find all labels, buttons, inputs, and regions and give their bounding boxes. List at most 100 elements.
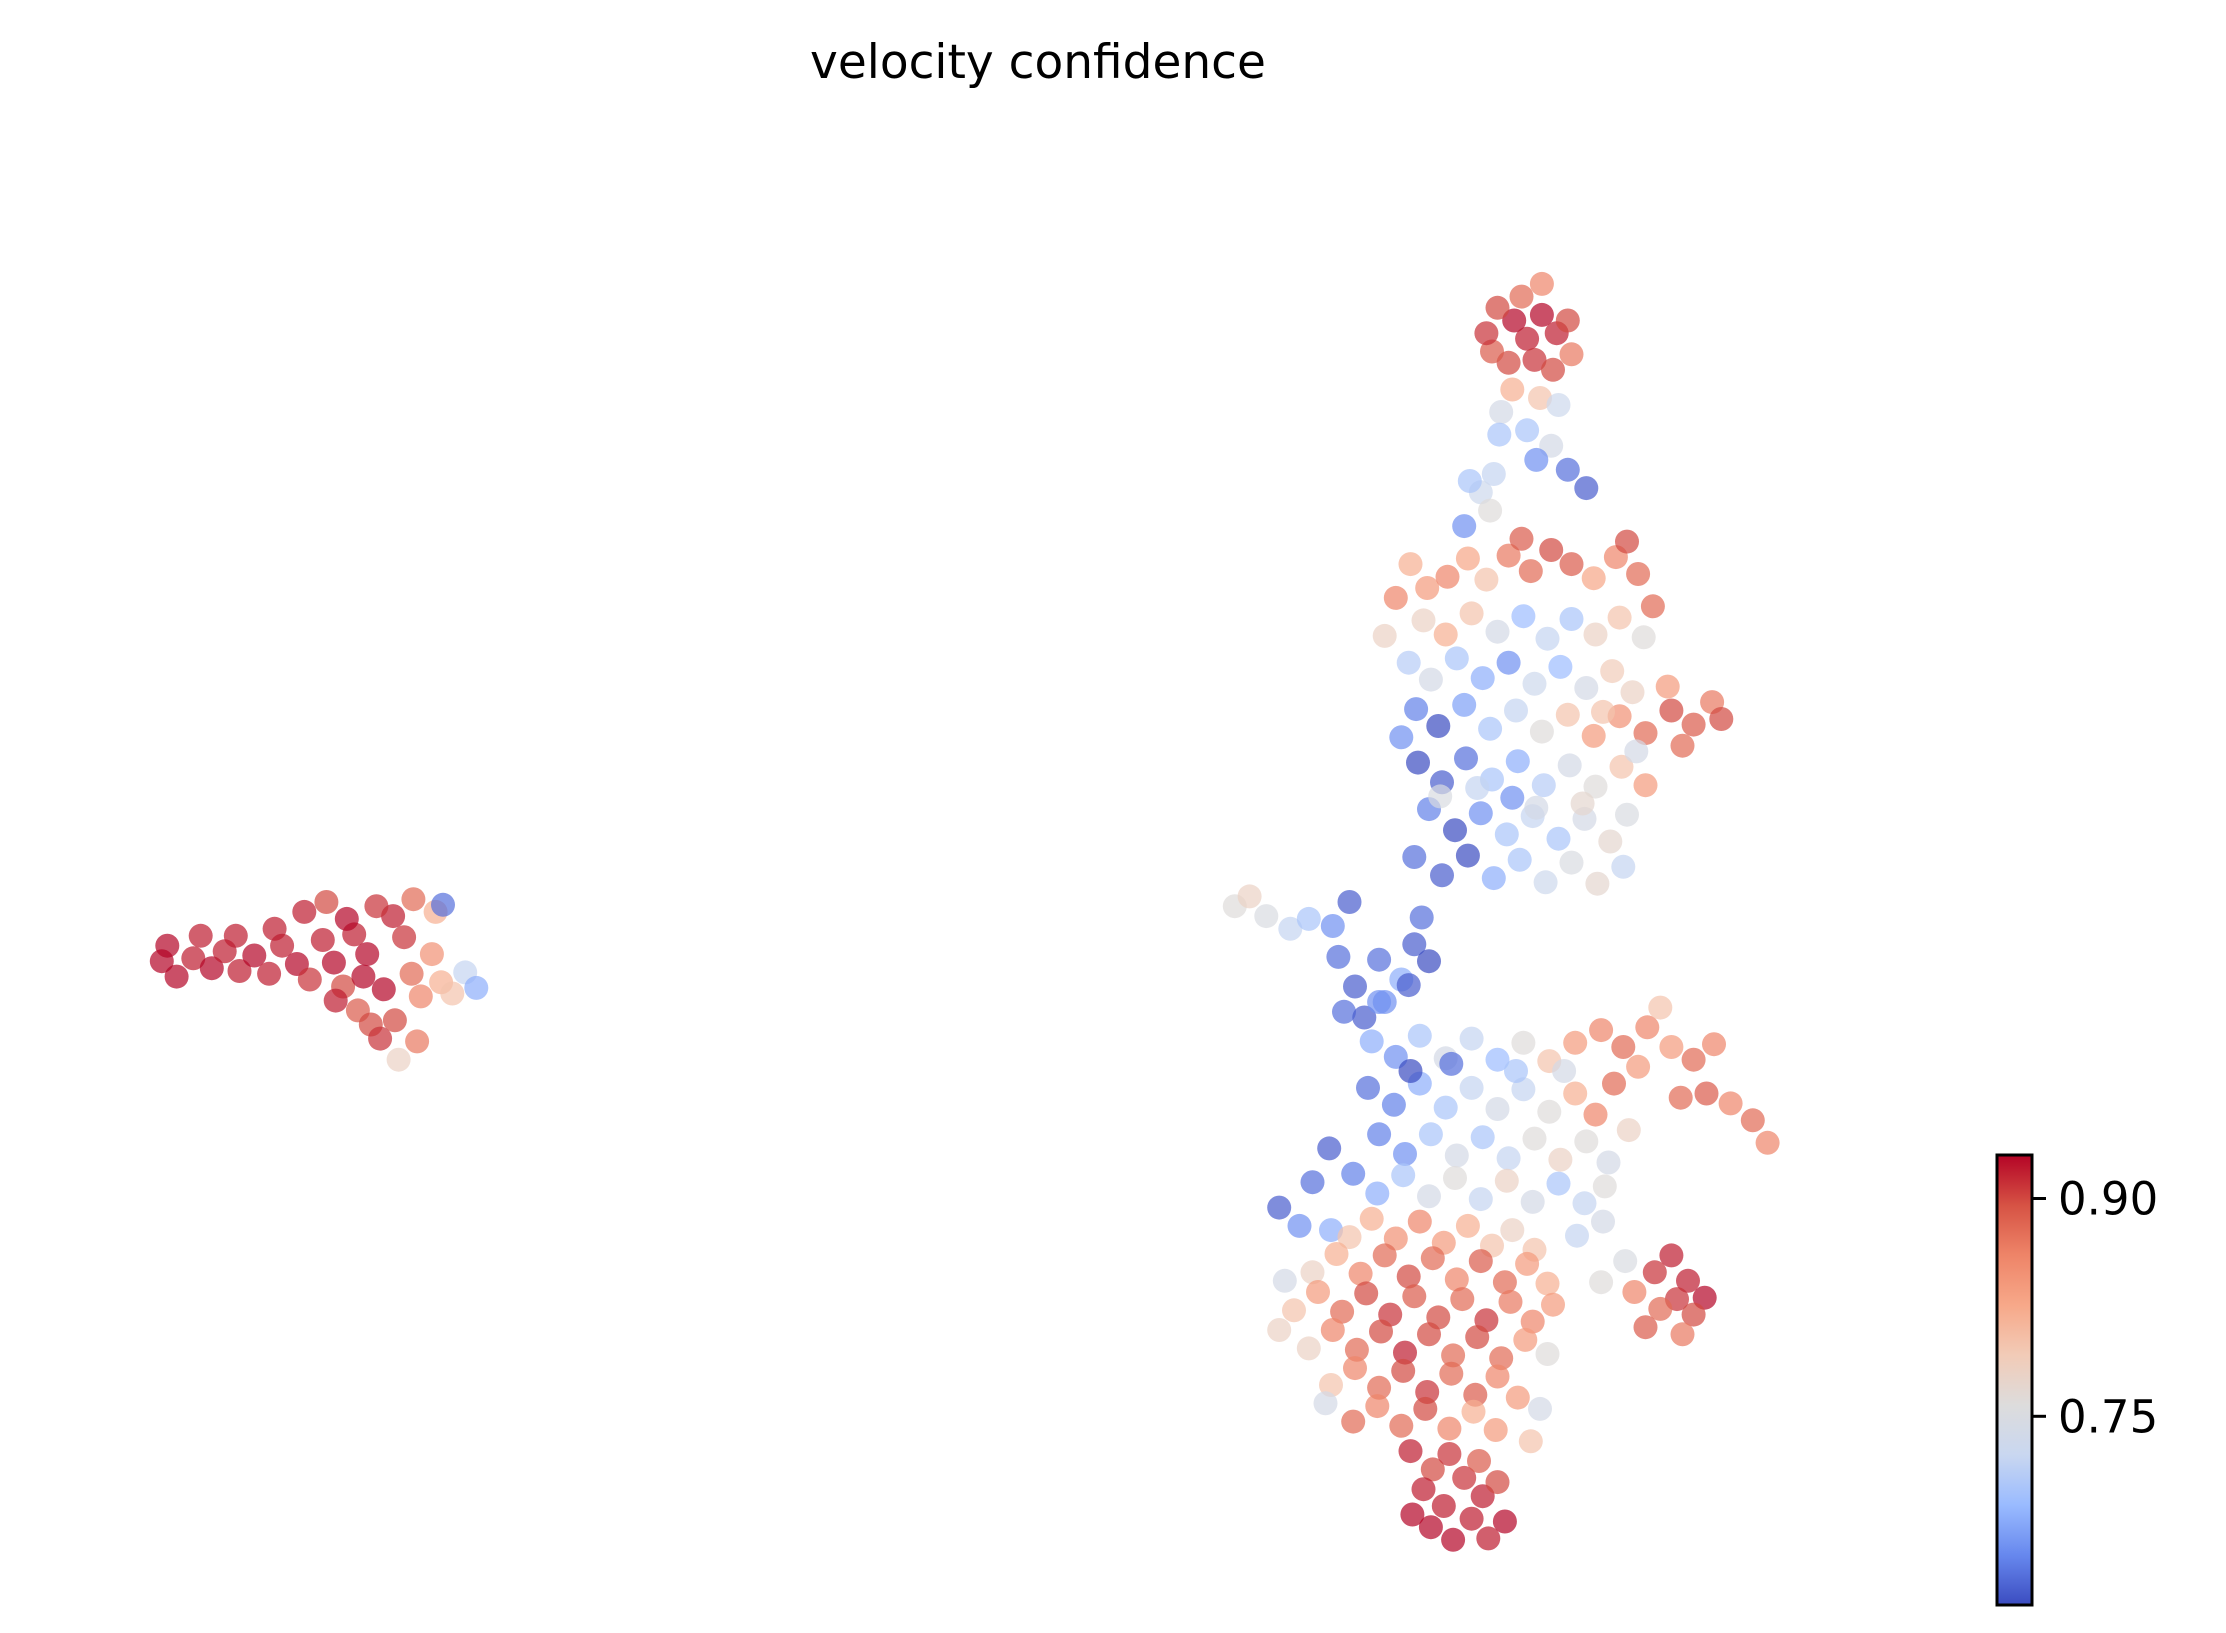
colorbar: 0.90 0.75 <box>1995 1153 2158 1607</box>
scatter-point <box>1583 774 1608 799</box>
scatter-point <box>1559 607 1584 631</box>
scatter-point <box>1296 1336 1321 1361</box>
scatter-point <box>155 933 180 958</box>
scatter-point <box>1709 707 1734 731</box>
scatter-point <box>1400 1502 1425 1527</box>
scatter-point <box>1500 377 1525 402</box>
scatter-point <box>1515 418 1540 443</box>
scatter-point <box>1300 1260 1325 1285</box>
scatter-point <box>1444 646 1469 671</box>
scatter-point <box>1546 826 1571 851</box>
scatter-point <box>1591 699 1615 724</box>
scatter-point <box>1431 1494 1456 1518</box>
scatter-point <box>1559 850 1584 875</box>
scatter-point <box>1529 271 1554 296</box>
upper-mid-cluster <box>1372 526 1734 896</box>
scatter-point <box>1640 594 1665 619</box>
scatter-point <box>1498 1289 1523 1314</box>
scatter-point <box>1500 1218 1525 1243</box>
scatter-point <box>1522 671 1547 696</box>
scatter-point <box>1489 1346 1514 1371</box>
scatter-point <box>1383 585 1408 610</box>
scatter-point <box>1589 1270 1614 1295</box>
scatter-point <box>1396 1264 1421 1289</box>
scatter-point <box>1396 973 1421 998</box>
scatter-point <box>1548 654 1573 679</box>
scatter-point <box>1589 1018 1614 1043</box>
chart-title: velocity confidence <box>810 35 1266 90</box>
scatter-point <box>1485 1364 1510 1389</box>
scatter-point <box>1676 1268 1700 1293</box>
scatter-point <box>1435 564 1460 589</box>
colorbar-frame <box>1995 1153 2034 1607</box>
scatter-point <box>1287 1213 1312 1238</box>
scatter-point <box>1455 546 1480 571</box>
scatter-point <box>1457 469 1482 493</box>
scatter-point <box>1537 1099 1562 1124</box>
scatter-point <box>1326 944 1351 969</box>
scatter-point <box>1598 829 1623 854</box>
scatter-point <box>1356 1075 1380 1100</box>
scatter-point <box>1563 1030 1588 1055</box>
scatter-point <box>1633 721 1658 746</box>
scatter-point <box>1507 847 1532 872</box>
scatter-point <box>1478 716 1503 741</box>
scatter-point <box>1402 932 1427 957</box>
scatter-point <box>1454 746 1478 771</box>
scatter-point <box>1613 1249 1638 1274</box>
scatter-point <box>392 925 417 950</box>
scatter-point <box>1520 1309 1545 1334</box>
colorbar-tick-label: 0.90 <box>2058 1173 2158 1226</box>
scatter-point <box>1444 1267 1469 1292</box>
scatter-point <box>1681 1302 1706 1327</box>
scatter-point <box>1365 1394 1390 1419</box>
scatter-point <box>1511 1030 1536 1055</box>
scatter-point <box>1611 854 1636 879</box>
scatter-point <box>1659 1243 1684 1268</box>
scatter-point <box>1428 784 1453 809</box>
scatter-point <box>368 1026 393 1051</box>
scatter-point <box>1415 576 1440 600</box>
scatter-point <box>1426 714 1451 738</box>
scatter-point <box>1557 753 1582 778</box>
scatter-point <box>1570 791 1595 816</box>
scatter-point <box>1391 1163 1416 1188</box>
scatter-point <box>181 946 206 971</box>
scatter-point <box>1389 1413 1414 1438</box>
scatter-point <box>1367 947 1392 972</box>
scatter-point <box>1459 1075 1484 1100</box>
scatter-point <box>1320 914 1345 938</box>
scatter-point <box>1559 552 1584 577</box>
scatter-point <box>1541 1292 1565 1317</box>
scatter-point <box>1433 1095 1458 1120</box>
scatter-point <box>1319 1218 1343 1243</box>
scatter-point <box>1452 1465 1477 1490</box>
scatter-point <box>1452 514 1477 539</box>
scatter-point <box>1455 843 1480 868</box>
scatter-point <box>1441 1527 1466 1552</box>
scatter-point <box>262 916 287 941</box>
scatter-point <box>1359 1206 1384 1231</box>
scatter-point <box>1633 1315 1658 1340</box>
scatter-point <box>292 899 317 924</box>
scatter-point <box>1332 999 1356 1024</box>
scatter-point <box>188 923 213 948</box>
scatter-point <box>419 942 444 967</box>
scatter-point <box>1492 1270 1517 1295</box>
scatter-point <box>1487 422 1512 447</box>
scatter-point <box>1337 890 1362 914</box>
scatter-point <box>464 975 489 1000</box>
scatter-point <box>1555 308 1580 333</box>
scatter-point <box>1402 845 1427 869</box>
scatter-point <box>1546 1171 1571 1196</box>
scatter-point <box>1528 386 1552 410</box>
scatter-point <box>323 988 348 1013</box>
scatter-point <box>1496 543 1521 568</box>
scatter-point <box>1539 538 1564 562</box>
scatter-point <box>1635 1015 1660 1040</box>
scatter-point <box>1459 601 1484 626</box>
scatter-point <box>1369 1319 1393 1344</box>
scatter-point <box>223 923 248 948</box>
scatter-point <box>1583 622 1608 647</box>
scatter-point <box>1505 749 1530 774</box>
